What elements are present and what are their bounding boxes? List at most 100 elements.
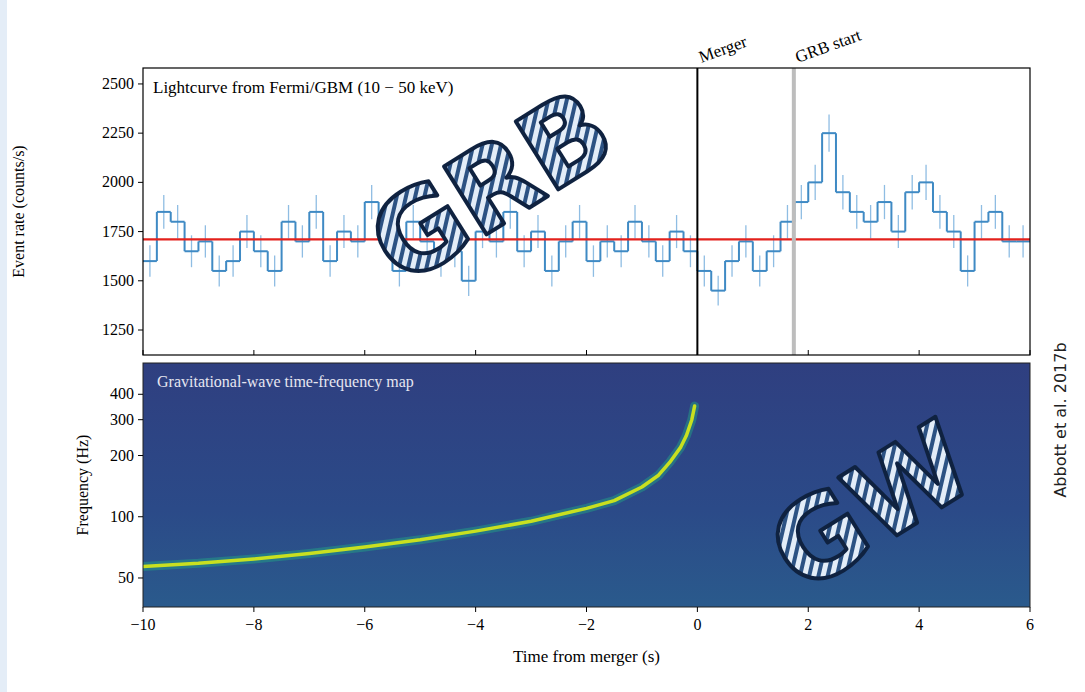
x-tick bbox=[808, 350, 809, 355]
x-tick bbox=[364, 350, 365, 355]
y-tick-label: 50 bbox=[118, 569, 134, 586]
y-tick-label: 300 bbox=[110, 411, 134, 428]
x-tick bbox=[143, 350, 144, 355]
y-tick-label: 400 bbox=[110, 385, 134, 402]
y-tick bbox=[138, 280, 143, 281]
y-tick bbox=[138, 231, 143, 232]
step-bin bbox=[351, 240, 365, 242]
step-bin bbox=[309, 211, 323, 213]
step-bin bbox=[171, 221, 185, 223]
figure: MergerGRB start125015001750200022502500L… bbox=[0, 0, 1085, 692]
x-tick-label: 0 bbox=[693, 616, 701, 633]
event-line bbox=[696, 68, 698, 355]
overlay-label: GW bbox=[747, 396, 994, 617]
panel-title: Gravitational-wave time-frequency map bbox=[157, 373, 414, 391]
step-bin bbox=[933, 211, 947, 213]
step-bin bbox=[878, 201, 892, 203]
step-bin bbox=[767, 250, 781, 252]
x-tick bbox=[475, 350, 476, 355]
step-bin bbox=[947, 231, 961, 233]
x-tick-label: −10 bbox=[130, 616, 155, 633]
step-bin bbox=[670, 231, 684, 233]
x-tick bbox=[1030, 607, 1031, 612]
x-axis-title: Time from merger (s) bbox=[513, 647, 660, 666]
step-bin bbox=[864, 221, 878, 223]
y-tick-label: 200 bbox=[110, 447, 134, 464]
step-bin bbox=[157, 211, 171, 213]
event-label: GRB start bbox=[793, 25, 864, 66]
y-tick bbox=[138, 83, 143, 84]
x-tick-label: −8 bbox=[245, 616, 262, 633]
step-bin bbox=[808, 181, 822, 183]
step-bin bbox=[711, 290, 725, 292]
background-level bbox=[143, 238, 1030, 240]
step-bin bbox=[642, 240, 656, 242]
step-bin bbox=[295, 240, 309, 242]
x-tick bbox=[586, 350, 587, 355]
x-tick bbox=[586, 607, 587, 612]
credit: Abbott et al. 2017b bbox=[1051, 342, 1070, 497]
step-bin bbox=[628, 221, 642, 223]
x-tick bbox=[1030, 350, 1031, 355]
y-tick bbox=[138, 419, 143, 420]
x-tick bbox=[253, 607, 254, 612]
x-tick bbox=[697, 607, 698, 612]
step-bin bbox=[323, 260, 337, 262]
step-bin bbox=[794, 201, 808, 203]
x-tick bbox=[475, 607, 476, 612]
step-bin bbox=[268, 270, 282, 272]
y-tick bbox=[138, 330, 143, 331]
x-tick bbox=[919, 350, 920, 355]
event-line bbox=[792, 68, 796, 355]
step-bin bbox=[143, 260, 157, 262]
x-tick-label: −6 bbox=[356, 616, 373, 633]
step-bin bbox=[725, 260, 739, 262]
step-bin bbox=[614, 250, 628, 252]
step-bin bbox=[975, 221, 989, 223]
x-tick-label: −2 bbox=[578, 616, 595, 633]
y-axis-title: Event rate (counts/s) bbox=[10, 145, 28, 277]
step-bin bbox=[282, 221, 296, 223]
step-bin bbox=[753, 270, 767, 272]
y-tick bbox=[138, 516, 143, 517]
overlay-label: GRB bbox=[347, 64, 634, 310]
y-tick-label: 1250 bbox=[102, 321, 134, 338]
step-bin bbox=[684, 250, 698, 252]
step-bin bbox=[850, 211, 864, 213]
x-tick bbox=[253, 350, 254, 355]
x-tick-label: −4 bbox=[467, 616, 484, 633]
step-bin bbox=[697, 270, 711, 272]
step-bin bbox=[337, 231, 351, 233]
step-bin bbox=[891, 231, 905, 233]
x-tick-label: 6 bbox=[1026, 616, 1034, 633]
x-tick bbox=[697, 350, 698, 355]
step-bin bbox=[198, 240, 212, 242]
y-tick-label: 2000 bbox=[102, 173, 134, 190]
x-tick-label: 2 bbox=[804, 616, 812, 633]
step-bin bbox=[919, 181, 933, 183]
step-bin bbox=[559, 240, 573, 242]
y-tick bbox=[138, 577, 143, 578]
step-bin bbox=[545, 270, 559, 272]
step-bin bbox=[462, 280, 476, 282]
y-tick bbox=[138, 133, 143, 134]
step-bin bbox=[988, 211, 1002, 213]
step-bin bbox=[739, 240, 753, 242]
y-tick bbox=[138, 182, 143, 183]
x-tick bbox=[143, 607, 144, 612]
x-tick bbox=[364, 607, 365, 612]
step-bin bbox=[836, 191, 850, 193]
x-tick-label: 4 bbox=[915, 616, 923, 633]
chirp-track bbox=[143, 406, 695, 566]
y-tick bbox=[138, 455, 143, 456]
step-bin bbox=[656, 260, 670, 262]
step-bin bbox=[226, 260, 240, 262]
step-bin bbox=[1016, 240, 1030, 242]
y-axis-title: Frequency (Hz) bbox=[74, 435, 92, 536]
step-bin bbox=[254, 250, 268, 252]
step-bin bbox=[600, 240, 614, 242]
step-bin bbox=[240, 231, 254, 233]
slide-strip bbox=[0, 0, 7, 692]
step-bin bbox=[1002, 240, 1016, 242]
y-tick-label: 1750 bbox=[102, 223, 134, 240]
